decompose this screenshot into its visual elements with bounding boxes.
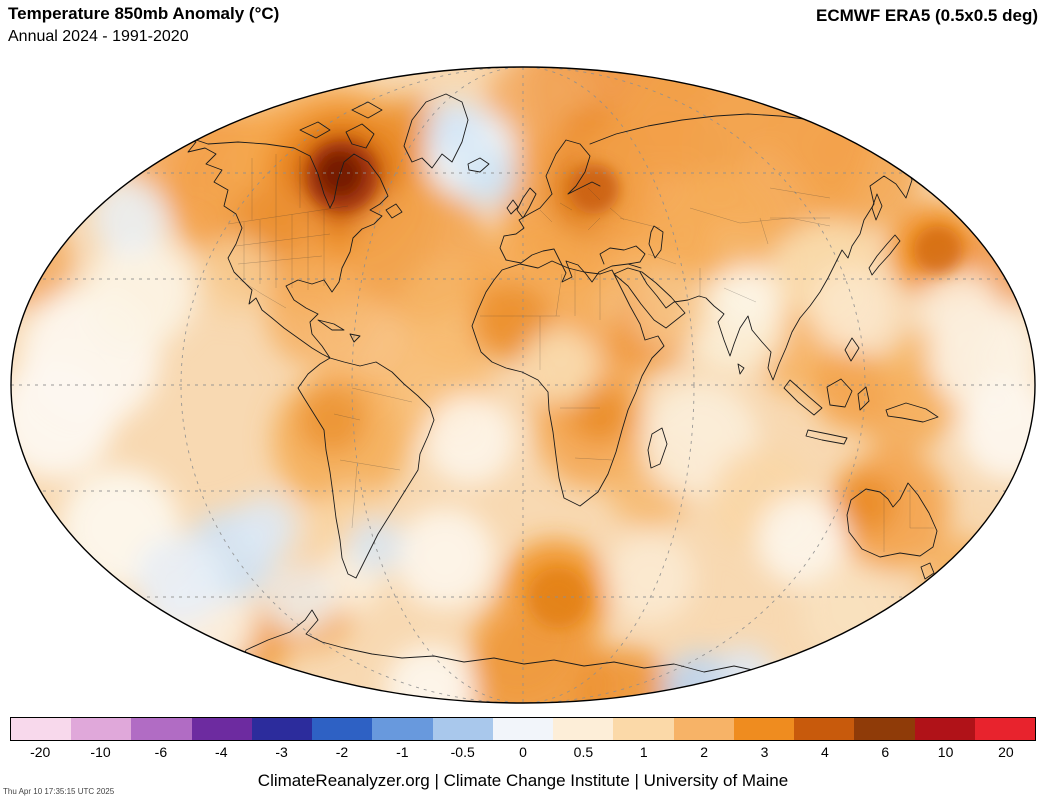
colorbar-segment <box>71 718 132 740</box>
colorbar-segment <box>553 718 614 740</box>
colorbar-tick-label: -0.5 <box>450 744 475 760</box>
colorbar-tick-label: -2 <box>335 744 349 760</box>
colorbar-segment <box>673 718 734 740</box>
colorbar-tick-label: 0.5 <box>573 744 594 760</box>
footer-credit: ClimateReanalyzer.org | Climate Change I… <box>257 771 789 790</box>
colorbar-tick-label: 1 <box>639 744 648 760</box>
colorbar-segment <box>854 718 915 740</box>
colorbar-tick-label: 6 <box>881 744 890 760</box>
colorbar-tick-label: 4 <box>820 744 829 760</box>
coastlines <box>147 93 976 703</box>
colorbar-tick-label: 0 <box>519 744 527 760</box>
colorbar-tick-label: -6 <box>154 744 168 760</box>
colorbar-segment <box>794 718 855 740</box>
graticule <box>11 67 1035 703</box>
colorbar-segment <box>251 718 313 740</box>
colorbar-tick-label: -4 <box>215 744 228 760</box>
colorbar-tick-label: 3 <box>760 744 769 760</box>
colorbar-labels: -20 -10 -6 -4 -3 -2 -1 -0.5 0 0.5 1 2 3 4 6 10 20 <box>10 744 1036 760</box>
colorbar-tick-label: 2 <box>700 744 709 760</box>
country-borders <box>227 154 934 552</box>
colorbar-segment <box>312 718 373 740</box>
page-subtitle: Annual 2024 - 1991-2020 <box>8 28 189 46</box>
colorbar-segment <box>372 718 433 740</box>
colorbar-segment <box>131 718 192 740</box>
map-outline <box>10 66 1036 704</box>
colorbar-segment <box>492 718 554 740</box>
colorbar-tick-label: 20 <box>998 744 1014 760</box>
colorbar <box>10 717 1036 741</box>
colorbar-segment <box>613 718 674 740</box>
map-area <box>0 58 1046 713</box>
header: Temperature 850mb Anomaly (°C) Annual 20… <box>8 4 279 47</box>
colorbar-tick-label: -1 <box>396 744 409 760</box>
dataset-label: ECMWF ERA5 (0.5x0.5 deg) <box>816 6 1038 25</box>
colorbar-segment <box>432 718 493 740</box>
colorbar-segment <box>191 718 252 740</box>
world-anomaly-map-svg <box>10 66 1036 704</box>
colorbar-tick-label: -20 <box>30 744 51 760</box>
colorbar-segment <box>974 718 1035 740</box>
colorbar-segment <box>733 718 795 740</box>
render-timestamp: Thu Apr 10 17:35:15 UTC 2025 <box>3 787 115 796</box>
colorbar-tick-label: -10 <box>90 744 111 760</box>
colorbar-tick-label: 10 <box>937 744 954 760</box>
colorbar-segment <box>11 718 72 740</box>
page-title: Temperature 850mb Anomaly (°C) <box>8 4 280 23</box>
colorbar-segment <box>914 718 975 740</box>
colorbar-tick-label: -3 <box>275 744 288 760</box>
